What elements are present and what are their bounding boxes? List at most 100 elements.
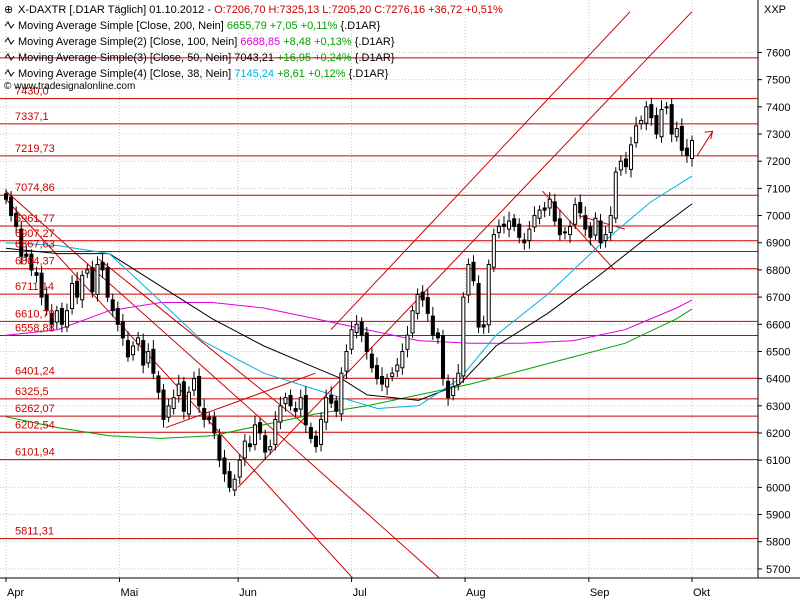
symbol-label: XXP (764, 4, 786, 16)
candle (329, 386, 334, 408)
x-tick-label: Jun (239, 587, 257, 599)
candle (105, 262, 110, 302)
candle (308, 422, 313, 444)
legend-suffix: {.D1AR} (341, 20, 381, 32)
candle (557, 209, 562, 241)
candle (334, 396, 339, 418)
candle (380, 367, 385, 392)
candle (136, 331, 141, 351)
candle (385, 373, 390, 395)
svg-text:Moving Average Simple(3) [Clos: Moving Average Simple(3) [Close, 50, Nei… (18, 52, 395, 64)
candle (486, 259, 491, 333)
ma-icon (4, 21, 15, 29)
legend-change: +8,61 +0,12% (277, 68, 349, 80)
candle (176, 374, 181, 403)
candle (278, 396, 283, 430)
candle (628, 136, 634, 178)
candle (161, 384, 166, 428)
candle (339, 367, 344, 422)
legend-label: Moving Average Simple(4) [Close, 38, Nei… (18, 68, 234, 80)
y-tick-label: 6100 (766, 455, 790, 467)
trendline (330, 11, 631, 331)
candle (573, 197, 578, 230)
candle (237, 454, 242, 485)
level-label: 6867,63 (15, 239, 55, 251)
candle (288, 389, 293, 411)
candle (80, 270, 85, 308)
candle (156, 371, 161, 400)
candle (466, 258, 471, 304)
candle (547, 192, 552, 217)
y-tick-label: 6200 (766, 428, 790, 440)
legend-value: 7043,21 (234, 52, 277, 64)
candle (425, 289, 430, 322)
legend-change: +7,05 +0,11% (270, 20, 341, 32)
candle (634, 116, 639, 148)
y-tick-label: 6500 (766, 346, 790, 358)
candle (151, 340, 156, 380)
level-label: 6804,37 (15, 256, 55, 268)
y-tick-label: 6400 (766, 374, 790, 386)
candle (313, 430, 318, 453)
candle (395, 357, 400, 378)
candle (252, 415, 258, 451)
candle (481, 315, 486, 335)
y-tick-label: 5900 (766, 510, 790, 522)
legend-value: 7145,24 (234, 68, 277, 80)
candle (603, 226, 608, 248)
candle (354, 315, 359, 339)
candle (451, 378, 456, 401)
candle (120, 313, 125, 347)
candle (507, 211, 512, 238)
candle (415, 288, 420, 320)
legend-change: +8,48 +0,13% (283, 36, 355, 48)
horizontal-levels (0, 57, 758, 540)
candle (19, 220, 24, 265)
x-tick-label: Jul (353, 587, 367, 599)
candle (405, 325, 410, 358)
svg-text:Moving Average Simple(4) [Clos: Moving Average Simple(4) [Close, 38, Nei… (18, 68, 389, 80)
candle (85, 263, 90, 279)
candle (29, 249, 34, 276)
candle (446, 374, 451, 406)
x-tick-label: Sep (590, 587, 610, 599)
candle (95, 256, 100, 302)
candle (232, 474, 237, 497)
candle (242, 434, 247, 467)
candle (197, 368, 202, 413)
candle (369, 347, 374, 373)
svg-text:Moving Average Simple [Close,: Moving Average Simple [Close, 200, Nein]… (18, 20, 381, 32)
level-label: 6907,27 (15, 228, 55, 240)
level-label: 6262,07 (15, 403, 55, 415)
candle (461, 292, 466, 383)
legend-suffix: {.D1AR} (355, 52, 395, 64)
y-tick-label: 6900 (766, 238, 790, 250)
y-tick-label: 6600 (766, 319, 790, 331)
y-tick-label: 6000 (766, 482, 790, 494)
legend-entry: Moving Average Simple(4) [Close, 38, Nei… (4, 68, 389, 80)
x-axis-labels: Apr Mai Jun Jul Aug Sep Okt (5, 578, 710, 599)
candle (669, 98, 674, 143)
candle (3, 188, 9, 205)
legend-suffix: {.D1AR} (349, 68, 389, 80)
candle (512, 213, 517, 232)
candle (618, 155, 623, 176)
candle (273, 411, 278, 451)
level-label: 6202,54 (15, 419, 55, 431)
candle (568, 220, 573, 243)
legend-entry: Moving Average Simple(3) [Close, 50, Nei… (4, 52, 395, 64)
candle (440, 329, 446, 386)
candle (689, 135, 695, 167)
candle (542, 201, 547, 218)
y-tick-label: 7000 (766, 211, 790, 223)
candle (90, 260, 95, 298)
candle (222, 449, 227, 482)
candle (75, 272, 80, 305)
candle (649, 97, 654, 126)
candle (24, 244, 29, 262)
level-label: 5811,31 (15, 526, 54, 538)
candle (517, 218, 522, 244)
